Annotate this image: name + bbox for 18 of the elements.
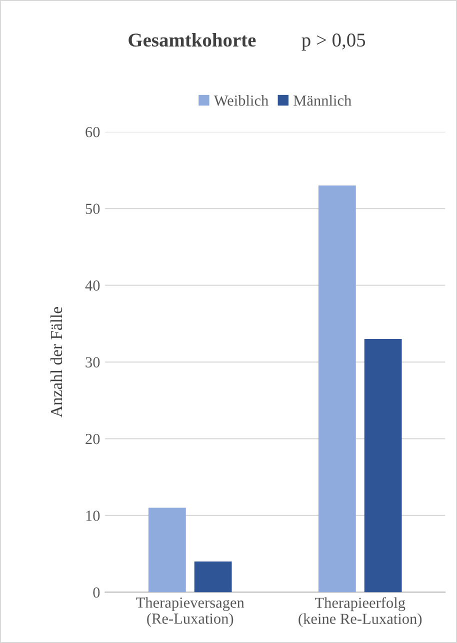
x-tick-label: Therapieversagen (Re-Luxation) [136, 597, 244, 627]
y-tick-label: 0 [93, 587, 100, 598]
y-tick-label: 50 [86, 204, 100, 214]
bar [194, 562, 232, 592]
chart-title: Gesamtkohorte [128, 32, 256, 47]
y-tick-label: 10 [86, 510, 100, 521]
y-tick-label: 30 [86, 357, 100, 368]
bar [364, 338, 402, 592]
x-tick-label: Therapieerfolg (keine Re-Luxation) [298, 597, 422, 628]
y-tick-label: 60 [86, 126, 100, 138]
y-tick-label: 20 [86, 434, 100, 444]
legend-label: Weiblich [214, 95, 268, 106]
y-tick-label: 40 [85, 280, 100, 291]
text: p > 0,05 [302, 34, 366, 51]
bar [148, 508, 186, 592]
bar [318, 186, 356, 592]
y-axis-title: Anzahl der Fälle [50, 307, 62, 418]
legend-label: Männlich [294, 95, 352, 106]
